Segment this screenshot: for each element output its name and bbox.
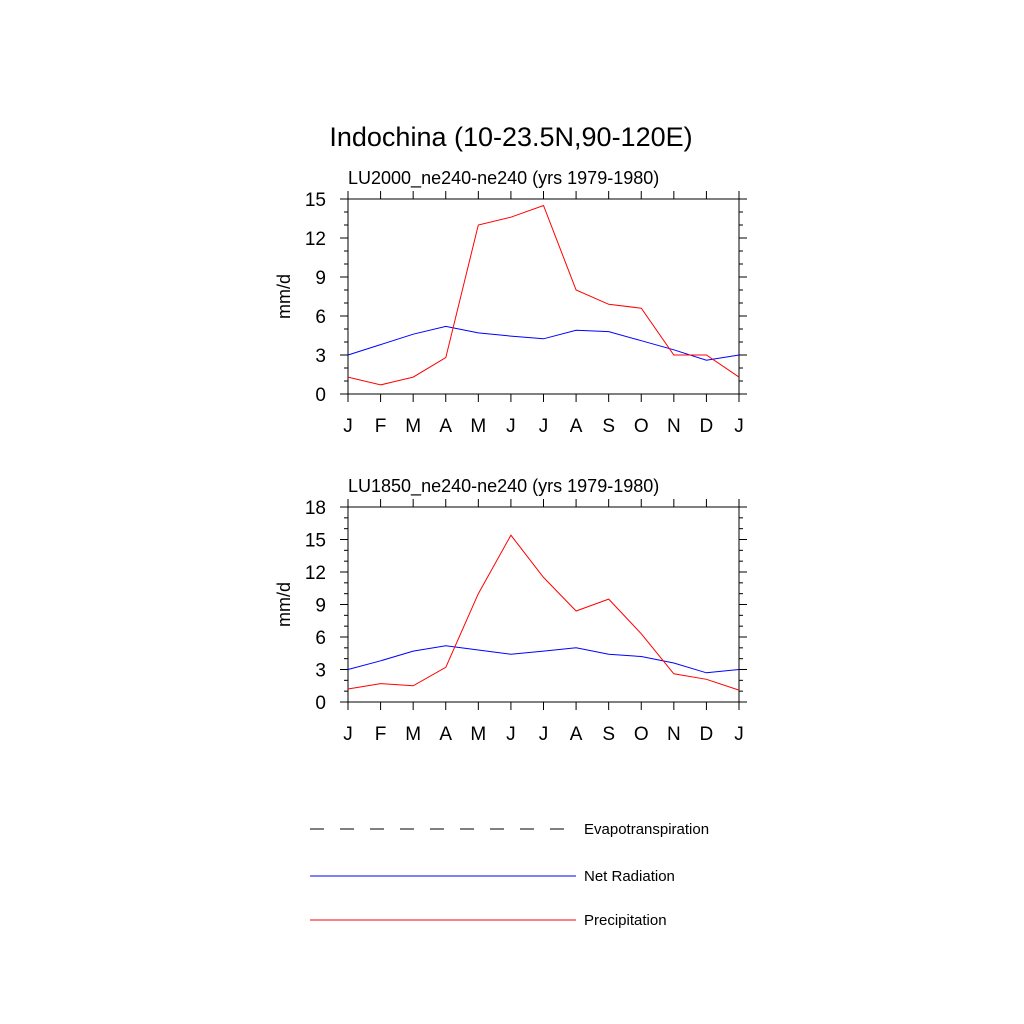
x-tick-label: J xyxy=(734,416,744,437)
plot-frame xyxy=(347,198,740,395)
legend-label-precipitation: Precipitation xyxy=(584,912,667,929)
x-tick-label: F xyxy=(375,724,387,745)
x-tick-label: O xyxy=(634,416,649,437)
panel-title: LU1850_ne240-ne240 (yrs 1979-1980) xyxy=(348,476,659,497)
x-tick-label: F xyxy=(375,416,387,437)
series-line-precipitation xyxy=(347,204,740,386)
y-tick-label: 6 xyxy=(315,628,326,649)
x-tick-label: J xyxy=(506,416,516,437)
x-tick-label: J xyxy=(343,724,353,745)
y-tick-label: 15 xyxy=(305,190,326,211)
y-axis-label: mm/d xyxy=(274,582,294,627)
series-line-net-radiation xyxy=(347,645,740,674)
y-tick-label: 12 xyxy=(305,563,326,584)
plot-frame xyxy=(347,506,740,703)
panel-top: LU2000_ne240-ne240 (yrs 1979-1980) mm/d 0 3… xyxy=(274,168,747,437)
y-tick-label: 0 xyxy=(315,385,326,406)
x-tick-label: M xyxy=(405,416,421,437)
y-tick-label: 12 xyxy=(305,229,326,250)
x-tick-label: M xyxy=(405,724,421,745)
x-tick-label: O xyxy=(634,724,649,745)
y-axis-label: mm/d xyxy=(274,274,294,319)
x-tick-label: S xyxy=(602,724,615,745)
x-tick-label: J xyxy=(539,416,549,437)
panel-title: LU2000_ne240-ne240 (yrs 1979-1980) xyxy=(348,168,659,189)
x-tick-label: D xyxy=(700,724,714,745)
x-tick-label: A xyxy=(570,416,583,437)
x-tick-label: A xyxy=(570,724,583,745)
x-tick-label: J xyxy=(539,724,549,745)
y-tick-label: 18 xyxy=(305,498,326,519)
x-tick-label: M xyxy=(470,724,486,745)
legend-label-net-radiation: Net Radiation xyxy=(584,868,675,885)
legend: Evapotranspiration Net Radiation Precipita… xyxy=(310,821,709,929)
y-tick-label: 15 xyxy=(305,531,326,552)
y-tick-label: 6 xyxy=(315,307,326,328)
x-tick-label: A xyxy=(439,724,452,745)
series-line-precipitation xyxy=(347,534,740,691)
y-tick-label: 3 xyxy=(315,346,326,367)
x-tick-label: J xyxy=(343,416,353,437)
x-tick-label: M xyxy=(470,416,486,437)
panel-bottom: LU1850_ne240-ne240 (yrs 1979-1980) mm/d 0 3… xyxy=(274,476,747,745)
x-tick-label: J xyxy=(734,724,744,745)
x-tick-label: N xyxy=(667,724,681,745)
legend-label-evapotranspiration: Evapotranspiration xyxy=(584,821,709,838)
y-tick-label: 0 xyxy=(315,693,326,714)
x-tick-label: D xyxy=(700,416,714,437)
y-tick-label: 9 xyxy=(315,596,326,617)
series-line-net-radiation xyxy=(347,325,740,361)
x-tick-label: J xyxy=(506,724,516,745)
x-tick-label: N xyxy=(667,416,681,437)
y-tick-label: 9 xyxy=(315,268,326,289)
y-tick-label: 3 xyxy=(315,661,326,682)
x-tick-label: S xyxy=(602,416,615,437)
figure-title: Indochina (10-23.5N,90-120E) xyxy=(329,122,692,152)
x-tick-label: A xyxy=(439,416,452,437)
